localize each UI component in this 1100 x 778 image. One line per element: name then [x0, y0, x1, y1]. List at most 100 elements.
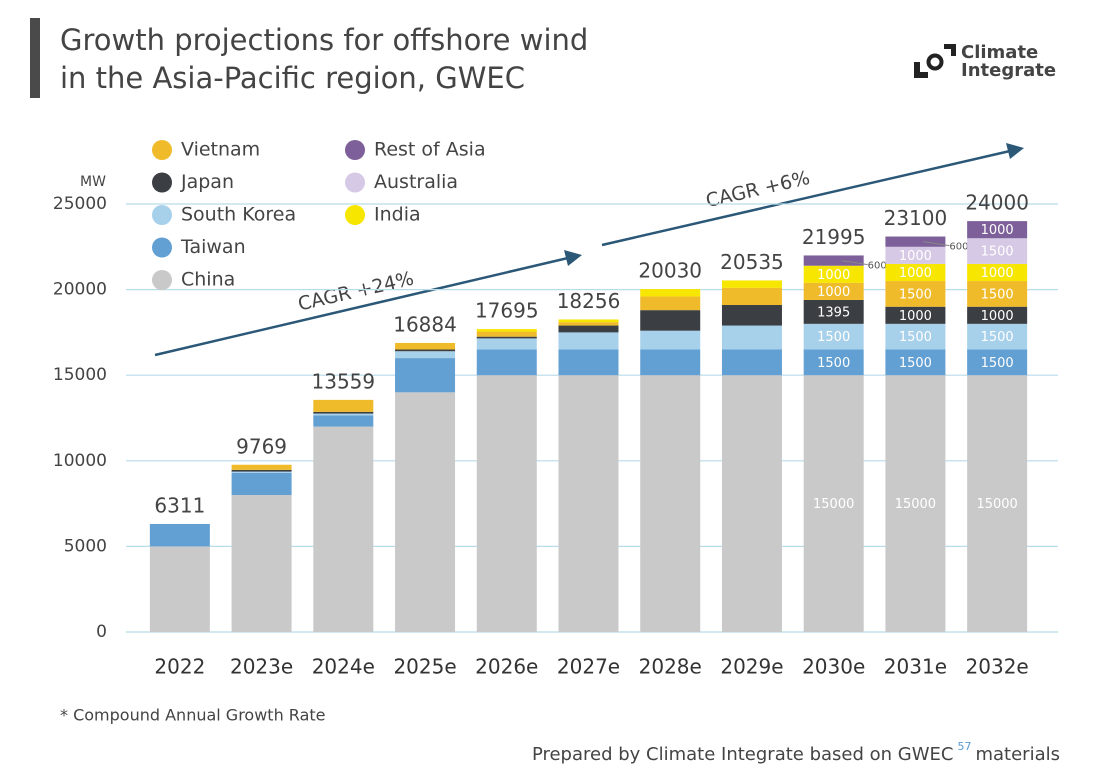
segment-label: 1000 — [981, 309, 1014, 324]
bar-segment — [803, 255, 864, 266]
bar-segment — [721, 325, 782, 350]
leader-line — [841, 260, 868, 266]
segment-label: 1395 — [817, 305, 850, 320]
x-tick-label: 2023e — [230, 655, 293, 679]
bar-segment — [885, 281, 946, 307]
bar-segment — [231, 464, 292, 470]
bar-segment — [721, 305, 782, 326]
bar-segment — [476, 349, 537, 376]
legend-label: South Korea — [181, 204, 296, 226]
x-tick-label: 2030e — [802, 655, 865, 679]
bar-segment — [558, 349, 619, 376]
bar-segment — [395, 342, 456, 350]
bar-segment — [476, 331, 537, 337]
total-label: 17695 — [475, 299, 539, 323]
legend-label: Taiwan — [180, 236, 246, 258]
y-tick-label: 10000 — [53, 451, 107, 471]
legend-swatch — [152, 270, 172, 290]
bar-segment — [231, 495, 292, 632]
bar-segment — [313, 426, 374, 632]
bar-segment — [885, 236, 946, 247]
bar-segment — [640, 375, 701, 632]
bar-segment — [803, 282, 864, 300]
bar-segment — [395, 358, 456, 393]
segment-label: 1000 — [817, 285, 850, 300]
arrowhead — [564, 250, 582, 266]
x-tick-label: 2026e — [475, 655, 538, 679]
legend-label: Australia — [374, 171, 458, 193]
bar-segment — [967, 238, 1028, 264]
segment-label: 15000 — [895, 497, 936, 512]
bar-segment — [640, 349, 701, 376]
y-tick-label: 0 — [96, 622, 107, 642]
bar-segment — [803, 299, 864, 324]
logo-icon — [944, 44, 956, 49]
source-ref: 57 — [957, 740, 971, 753]
arrowhead — [1006, 143, 1024, 159]
logo-icon — [914, 72, 928, 78]
bar-segment — [395, 392, 456, 632]
bar-segment — [721, 349, 782, 376]
bar-segment — [640, 289, 701, 297]
bar-segment — [476, 375, 537, 632]
total-label: 21995 — [802, 225, 866, 249]
source-text: materials — [975, 744, 1060, 765]
segment-label: 1500 — [817, 330, 850, 345]
segment-label: 1500 — [981, 330, 1014, 345]
chart-title: in the Asia-Pacific region, GWEC — [60, 61, 525, 95]
chart-title: Growth projections for offshore wind — [60, 23, 588, 57]
arrow — [601, 149, 1011, 247]
bar-segment — [885, 349, 946, 376]
logo-icon — [926, 53, 944, 71]
logo: Climate Integrate — [914, 42, 1056, 81]
segment-label: 15000 — [976, 497, 1017, 512]
bar-segment — [967, 263, 1028, 282]
bar-segment — [476, 336, 537, 339]
bar-segment — [885, 306, 946, 324]
x-tick-label: 2029e — [720, 655, 783, 679]
total-label: 20535 — [720, 250, 784, 274]
legend-swatch — [345, 172, 365, 193]
bar-segment — [149, 523, 210, 547]
total-label: 9769 — [236, 434, 287, 458]
total-label: 18256 — [557, 289, 621, 313]
bar-segment — [558, 322, 619, 326]
bar-segment — [231, 469, 292, 472]
bar-segment — [640, 330, 701, 350]
x-tick-label: 2024e — [312, 655, 375, 679]
bar-segment — [967, 349, 1028, 376]
logo-text: Integrate — [961, 60, 1056, 81]
segment-label: 600 — [949, 242, 968, 253]
x-tick-label: 2025e — [393, 655, 456, 679]
bar-segment — [395, 349, 456, 352]
legend-label: Japan — [180, 171, 234, 193]
total-label: 24000 — [965, 191, 1029, 215]
leader-line — [923, 241, 950, 247]
segment-label: 1000 — [899, 249, 932, 264]
bar-segment — [395, 351, 456, 359]
segment-label: 1000 — [981, 223, 1014, 238]
legend-label: India — [374, 204, 421, 226]
bar-segment — [476, 338, 537, 350]
source: Prepared by Climate Integrate based on G… — [532, 740, 1060, 765]
x-tick-label: 2032e — [966, 655, 1029, 679]
y-tick-label: 25000 — [53, 194, 107, 214]
total-label: 13559 — [312, 369, 376, 393]
bar-segment — [721, 287, 782, 306]
bar-segment — [885, 246, 946, 264]
footnote: * Compound Annual Growth Rate — [60, 706, 326, 725]
legend-swatch — [345, 140, 365, 160]
total-label: 16884 — [393, 312, 457, 336]
bar-segment — [885, 263, 946, 282]
total-label: 6311 — [154, 493, 205, 517]
total-label: 23100 — [884, 206, 948, 230]
legend-label: China — [181, 269, 235, 291]
segment-label: 1500 — [981, 287, 1014, 302]
segment-label: 1500 — [817, 356, 850, 371]
segment-label: 600 — [868, 261, 887, 272]
legend-label: Rest of Asia — [374, 139, 486, 161]
segment-label: 1000 — [817, 268, 850, 283]
title-bar — [30, 18, 40, 98]
bar-segment — [640, 296, 701, 311]
legend-swatch — [152, 140, 172, 160]
